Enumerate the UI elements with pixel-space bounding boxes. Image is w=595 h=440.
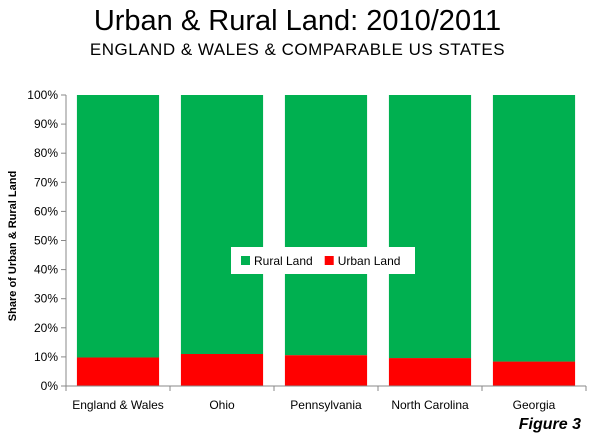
y-tick-label: 30% bbox=[34, 292, 58, 306]
bar-urban-land-1 bbox=[76, 357, 160, 386]
y-tick-label: 40% bbox=[34, 263, 58, 277]
y-tick-label: 100% bbox=[27, 88, 58, 102]
y-tick-label: 70% bbox=[34, 175, 58, 189]
legend-label: Rural Land bbox=[254, 254, 313, 268]
x-category-label: Georgia bbox=[513, 398, 556, 412]
bar-urban-land-5 bbox=[492, 361, 576, 386]
y-tick-label: 80% bbox=[34, 146, 58, 160]
y-tick-label: 90% bbox=[34, 117, 58, 131]
chart-subtitle: ENGLAND & WALES & COMPARABLE US STATES bbox=[89, 40, 506, 59]
axis-layer: 0% 10% 20% 30% 40% 50% 60% 70% 80% 90% 100% England… bbox=[27, 88, 587, 412]
bar-urban-land-3 bbox=[284, 355, 368, 386]
legend-swatch-rural-land bbox=[241, 256, 250, 265]
bar-rural-land-5 bbox=[492, 95, 576, 362]
bar-urban-land-2 bbox=[180, 353, 264, 386]
bar-rural-land-3 bbox=[284, 95, 368, 356]
y-tick-label: 10% bbox=[34, 350, 58, 364]
chart-title: Urban & Rural Land: 2010/2011 bbox=[93, 5, 502, 37]
legend: Rural Land Urban Land bbox=[231, 247, 415, 274]
bars-layer bbox=[76, 95, 576, 386]
y-tick-label: 50% bbox=[34, 234, 58, 248]
x-category-label: North Carolina bbox=[391, 398, 469, 412]
bar-urban-land-4 bbox=[388, 358, 472, 386]
legend-box bbox=[231, 247, 415, 274]
y-tick-label: 20% bbox=[34, 321, 58, 335]
y-tick-label: 0% bbox=[41, 379, 59, 393]
y-tick-label: 60% bbox=[34, 204, 58, 218]
bar-rural-land-2 bbox=[180, 95, 264, 354]
bar-rural-land-4 bbox=[388, 95, 472, 359]
legend-label: Urban Land bbox=[338, 254, 401, 268]
figure-label: Figure 3 bbox=[518, 416, 581, 433]
legend-swatch-urban-land bbox=[324, 256, 334, 265]
x-category-label: Pennsylvania bbox=[290, 398, 362, 412]
x-category-label: England & Wales bbox=[72, 398, 164, 412]
bar-rural-land-1 bbox=[76, 95, 160, 358]
x-category-label: Ohio bbox=[209, 398, 235, 412]
